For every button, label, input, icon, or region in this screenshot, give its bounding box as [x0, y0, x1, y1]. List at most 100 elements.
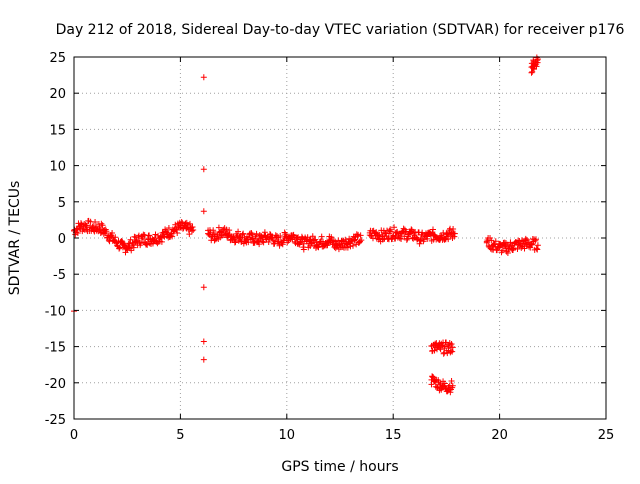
data-point [151, 235, 158, 241]
data-point-band [516, 237, 523, 244]
data-point [164, 229, 171, 236]
data-point [249, 235, 256, 241]
data-point [294, 235, 301, 241]
data-point-band [135, 232, 142, 239]
data-point [428, 376, 435, 383]
data-point [268, 235, 275, 241]
data-point [319, 238, 326, 245]
data-point-band [492, 238, 499, 245]
data-point-band [354, 233, 361, 240]
series-segment [483, 234, 541, 256]
data-point [262, 234, 269, 241]
data-point [177, 224, 184, 231]
data-point [449, 344, 456, 351]
data-point [171, 227, 178, 234]
data-point-band [163, 229, 170, 236]
data-point [217, 228, 224, 235]
series-segment [428, 373, 456, 396]
data-point-band [112, 234, 119, 241]
data-point-band [347, 243, 354, 250]
data-point [158, 233, 165, 240]
data-point-band [128, 247, 135, 254]
data-point-band [448, 341, 455, 348]
data-point [496, 244, 503, 251]
data-point [443, 231, 450, 238]
data-point-band [146, 232, 153, 239]
data-point-band [238, 238, 245, 245]
x-tick-label: 25 [598, 428, 615, 443]
data-point [451, 230, 458, 237]
outlier-points [71, 74, 207, 363]
data-point-band [277, 233, 284, 240]
data-point-band [450, 226, 457, 233]
data-point [417, 235, 424, 242]
data-point-band [261, 229, 268, 236]
data-point-band [232, 238, 239, 245]
data-point-band [240, 230, 247, 237]
data-point [509, 242, 516, 249]
data-point [424, 233, 431, 240]
data-point-band [259, 238, 266, 245]
data-point-band [286, 235, 293, 242]
data-point-band [174, 229, 181, 236]
data-point [243, 236, 250, 243]
x-tick-label: 10 [279, 428, 296, 443]
data-point-band [429, 226, 436, 233]
data-point-band [266, 231, 273, 238]
data-point-band [235, 228, 242, 235]
data-point [490, 242, 497, 249]
data-point [398, 230, 405, 237]
data-point [432, 379, 439, 386]
data-point-band [421, 236, 428, 243]
data-point [307, 237, 314, 244]
data-point-band [251, 239, 258, 246]
data-point [288, 232, 295, 239]
data-point-band [488, 237, 495, 244]
data-point-band [495, 244, 502, 251]
y-tick-label: -20 [45, 377, 66, 392]
data-point-band [514, 246, 521, 253]
data-point-band [336, 241, 343, 248]
data-point [190, 227, 197, 234]
data-point-band [451, 233, 458, 240]
data-point-band [518, 244, 525, 251]
y-axis-label: SDTVAR / TECUs [7, 181, 23, 296]
data-point [100, 227, 107, 234]
data-point-band [416, 240, 423, 247]
data-point [366, 232, 373, 239]
outlier-point [200, 166, 207, 173]
data-point-band [504, 249, 511, 256]
data-point-band [429, 229, 436, 236]
data-point-band [73, 226, 80, 233]
data-point-band [312, 236, 319, 243]
data-point-band [533, 63, 540, 70]
data-point [483, 238, 490, 245]
data-point-band [215, 224, 222, 231]
data-point [230, 234, 237, 241]
data-point-band [357, 232, 364, 239]
data-point [379, 233, 386, 240]
data-point-band [300, 246, 307, 253]
data-point-band [426, 230, 433, 237]
outlier-point [200, 356, 207, 363]
data-point-band [152, 231, 159, 238]
y-tick-label: 25 [49, 51, 66, 66]
y-tick-label: 0 [58, 232, 66, 247]
data-point-band [169, 233, 176, 240]
data-point-band [74, 230, 81, 237]
data-point-band [441, 380, 448, 387]
data-point-band [158, 238, 165, 245]
data-point [145, 236, 152, 243]
data-point [224, 230, 231, 237]
y-tick-label: -10 [45, 304, 66, 319]
data-point-band [316, 241, 323, 248]
data-point [411, 232, 418, 239]
data-point-band [320, 243, 327, 250]
data-point-band [116, 245, 123, 252]
data-point-band [269, 234, 276, 241]
data-point [83, 222, 90, 229]
outlier-point [200, 208, 207, 215]
data-point-band [253, 230, 260, 237]
series-segment [366, 224, 458, 247]
